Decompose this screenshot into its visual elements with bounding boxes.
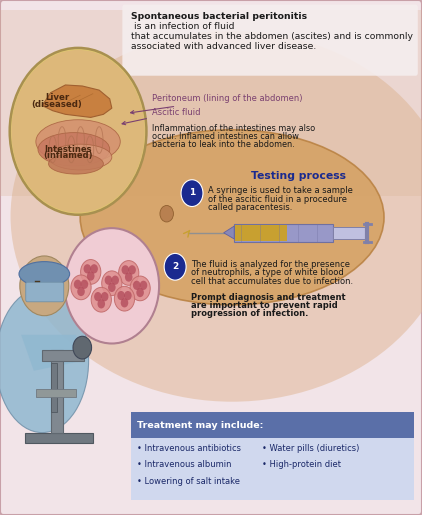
Text: Testing process: Testing process bbox=[251, 171, 346, 181]
Circle shape bbox=[122, 265, 129, 274]
Polygon shape bbox=[25, 433, 93, 443]
Circle shape bbox=[108, 283, 116, 292]
Text: associated with advanced liver disease.: associated with advanced liver disease. bbox=[131, 42, 316, 50]
Circle shape bbox=[101, 292, 108, 301]
Circle shape bbox=[77, 287, 85, 296]
Text: called paracentesis.: called paracentesis. bbox=[208, 203, 292, 212]
Polygon shape bbox=[42, 85, 112, 117]
Text: Liver: Liver bbox=[45, 93, 69, 102]
Circle shape bbox=[140, 281, 147, 290]
Circle shape bbox=[130, 276, 150, 301]
Circle shape bbox=[20, 256, 69, 316]
Text: Intestines: Intestines bbox=[44, 145, 91, 154]
Text: progression of infection.: progression of infection. bbox=[191, 309, 308, 318]
Text: bacteria to leak into the abdomen.: bacteria to leak into the abdomen. bbox=[152, 140, 295, 149]
Circle shape bbox=[105, 276, 112, 285]
Circle shape bbox=[111, 276, 119, 285]
Polygon shape bbox=[333, 227, 367, 239]
Circle shape bbox=[87, 271, 95, 281]
Polygon shape bbox=[224, 226, 234, 239]
Polygon shape bbox=[51, 350, 63, 433]
Circle shape bbox=[71, 275, 91, 300]
Circle shape bbox=[73, 336, 92, 359]
Circle shape bbox=[121, 298, 128, 307]
Circle shape bbox=[133, 281, 141, 290]
Circle shape bbox=[119, 261, 139, 285]
Circle shape bbox=[81, 260, 101, 284]
Text: of the ascitic fluid in a procedure: of the ascitic fluid in a procedure bbox=[208, 195, 346, 203]
Text: • Intravenous albumin: • Intravenous albumin bbox=[137, 460, 232, 469]
Circle shape bbox=[102, 271, 122, 296]
Ellipse shape bbox=[11, 31, 422, 402]
Ellipse shape bbox=[36, 120, 120, 164]
Text: cell that accumulates due to infection.: cell that accumulates due to infection. bbox=[191, 277, 353, 285]
Ellipse shape bbox=[19, 262, 70, 286]
Text: of neutrophils, a type of white blood: of neutrophils, a type of white blood bbox=[191, 268, 344, 277]
Circle shape bbox=[90, 264, 98, 273]
FancyBboxPatch shape bbox=[122, 5, 418, 76]
Text: • High-protein diet: • High-protein diet bbox=[262, 460, 341, 469]
Text: The fluid is analyzed for the presence: The fluid is analyzed for the presence bbox=[191, 260, 350, 269]
Text: 2: 2 bbox=[172, 262, 178, 271]
Circle shape bbox=[181, 180, 203, 207]
Ellipse shape bbox=[0, 288, 89, 433]
Text: are important to prevent rapid: are important to prevent rapid bbox=[191, 301, 338, 310]
Text: Ascitic fluid: Ascitic fluid bbox=[122, 108, 200, 125]
Circle shape bbox=[94, 292, 102, 301]
FancyBboxPatch shape bbox=[131, 438, 414, 500]
Ellipse shape bbox=[49, 153, 103, 174]
Text: Inflammation of the intestines may also: Inflammation of the intestines may also bbox=[152, 124, 315, 132]
Text: (diseased): (diseased) bbox=[32, 100, 82, 109]
Ellipse shape bbox=[80, 130, 384, 305]
Polygon shape bbox=[21, 335, 84, 371]
Ellipse shape bbox=[38, 133, 110, 166]
Circle shape bbox=[114, 286, 135, 311]
Text: A syringe is used to take a sample: A syringe is used to take a sample bbox=[208, 186, 352, 195]
Polygon shape bbox=[51, 363, 57, 412]
Text: occur. Inflamed intestines can allow: occur. Inflamed intestines can allow bbox=[152, 132, 299, 141]
Circle shape bbox=[10, 48, 146, 215]
FancyBboxPatch shape bbox=[0, 10, 422, 196]
Circle shape bbox=[117, 291, 125, 300]
Circle shape bbox=[160, 205, 173, 222]
Polygon shape bbox=[234, 224, 333, 242]
Text: • Lowering of salt intake: • Lowering of salt intake bbox=[137, 477, 240, 486]
Circle shape bbox=[81, 280, 88, 289]
Circle shape bbox=[91, 287, 111, 312]
Circle shape bbox=[125, 272, 133, 282]
Text: • Water pills (diuretics): • Water pills (diuretics) bbox=[262, 444, 359, 453]
Text: Treatment may include:: Treatment may include: bbox=[137, 421, 263, 431]
Text: Spontaneous bacterial peritonitis: Spontaneous bacterial peritonitis bbox=[131, 12, 307, 21]
Polygon shape bbox=[235, 225, 287, 241]
FancyBboxPatch shape bbox=[26, 282, 64, 302]
Text: 1: 1 bbox=[189, 188, 195, 197]
Polygon shape bbox=[42, 350, 84, 360]
Circle shape bbox=[84, 264, 91, 273]
Circle shape bbox=[65, 228, 159, 344]
Text: Prompt diagnosis and treatment: Prompt diagnosis and treatment bbox=[191, 293, 345, 301]
Circle shape bbox=[97, 299, 105, 308]
Circle shape bbox=[136, 288, 144, 297]
Text: is an infection of fluid: is an infection of fluid bbox=[131, 22, 234, 31]
Circle shape bbox=[11, 50, 145, 213]
Text: that accumulates in the abdomen (ascites) and is commonly: that accumulates in the abdomen (ascites… bbox=[131, 32, 413, 41]
Text: (inflamed): (inflamed) bbox=[43, 151, 92, 160]
FancyBboxPatch shape bbox=[131, 412, 414, 439]
Polygon shape bbox=[36, 389, 76, 397]
Circle shape bbox=[124, 291, 132, 300]
Circle shape bbox=[74, 280, 81, 289]
Ellipse shape bbox=[49, 144, 112, 170]
Circle shape bbox=[164, 253, 186, 280]
Circle shape bbox=[128, 265, 136, 274]
Text: • Intravenous antibiotics: • Intravenous antibiotics bbox=[137, 444, 241, 453]
Text: Peritoneum (lining of the abdomen): Peritoneum (lining of the abdomen) bbox=[130, 94, 303, 114]
